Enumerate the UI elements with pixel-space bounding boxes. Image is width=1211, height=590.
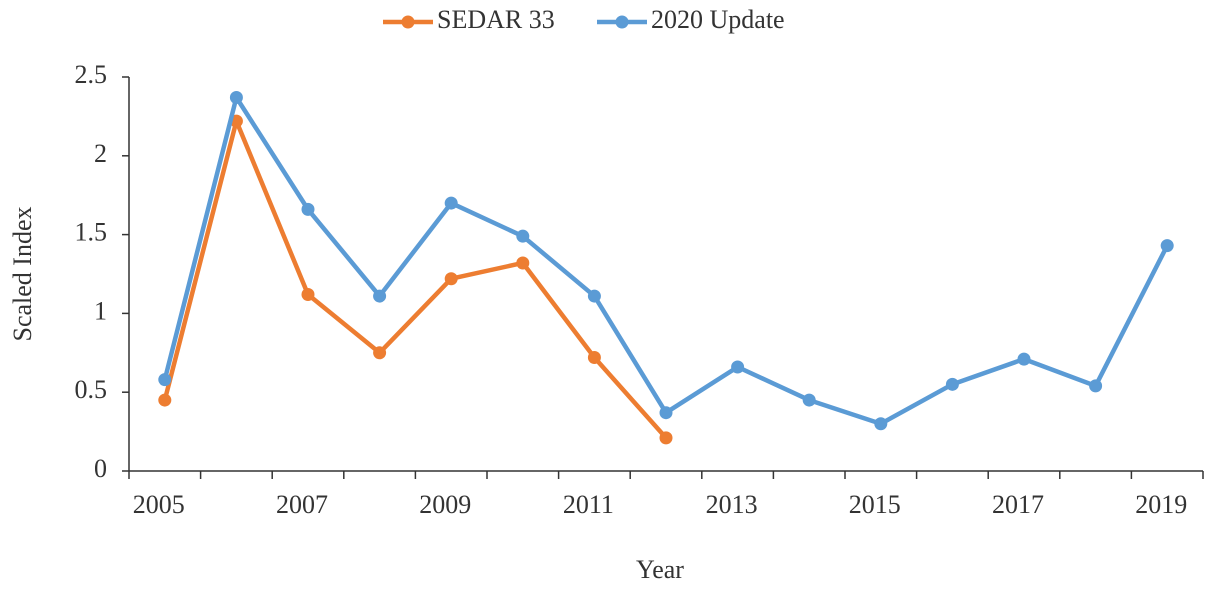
y-tick-label: 0 — [94, 454, 107, 483]
data-point — [444, 196, 458, 210]
x-tick-label: 2009 — [419, 490, 471, 519]
data-point — [1160, 239, 1174, 253]
data-point — [301, 287, 315, 301]
x-tick-label: 2017 — [992, 490, 1044, 519]
y-axis-label: Scaled Index — [8, 206, 37, 341]
series-line — [162, 118, 668, 440]
data-point — [1017, 352, 1031, 366]
data-point — [587, 289, 601, 303]
y-tick-label: 1 — [94, 296, 107, 325]
series-line — [162, 95, 1170, 426]
data-point — [874, 417, 888, 431]
data-point — [158, 393, 172, 407]
data-point — [516, 256, 530, 270]
y-tick-label: 0.5 — [75, 375, 108, 404]
legend-marker — [615, 15, 629, 29]
x-tick-label: 2011 — [563, 490, 614, 519]
data-point — [158, 373, 172, 387]
y-tick-label: 1.5 — [75, 218, 108, 247]
x-tick-label: 2013 — [706, 490, 758, 519]
x-tick-label: 2005 — [133, 490, 185, 519]
y-tick-label: 2.5 — [75, 60, 108, 89]
data-point — [301, 202, 315, 216]
data-point — [444, 272, 458, 286]
data-point — [659, 431, 673, 445]
data-point — [659, 406, 673, 420]
legend-label: SEDAR 33 — [437, 5, 555, 34]
x-tick-label: 2007 — [276, 490, 328, 519]
legend-label: 2020 Update — [651, 5, 785, 34]
data-point — [516, 229, 530, 243]
data-point — [229, 90, 243, 104]
data-point — [373, 289, 387, 303]
data-point — [802, 393, 816, 407]
x-tick-label: 2019 — [1135, 490, 1187, 519]
data-point — [945, 377, 959, 391]
legend-marker — [401, 15, 415, 29]
data-point — [731, 360, 745, 374]
x-tick-label: 2015 — [849, 490, 901, 519]
data-point — [587, 351, 601, 365]
data-point — [373, 346, 387, 360]
data-point — [1089, 379, 1103, 393]
y-tick-label: 2 — [94, 139, 107, 168]
x-axis-label: Year — [636, 555, 684, 584]
